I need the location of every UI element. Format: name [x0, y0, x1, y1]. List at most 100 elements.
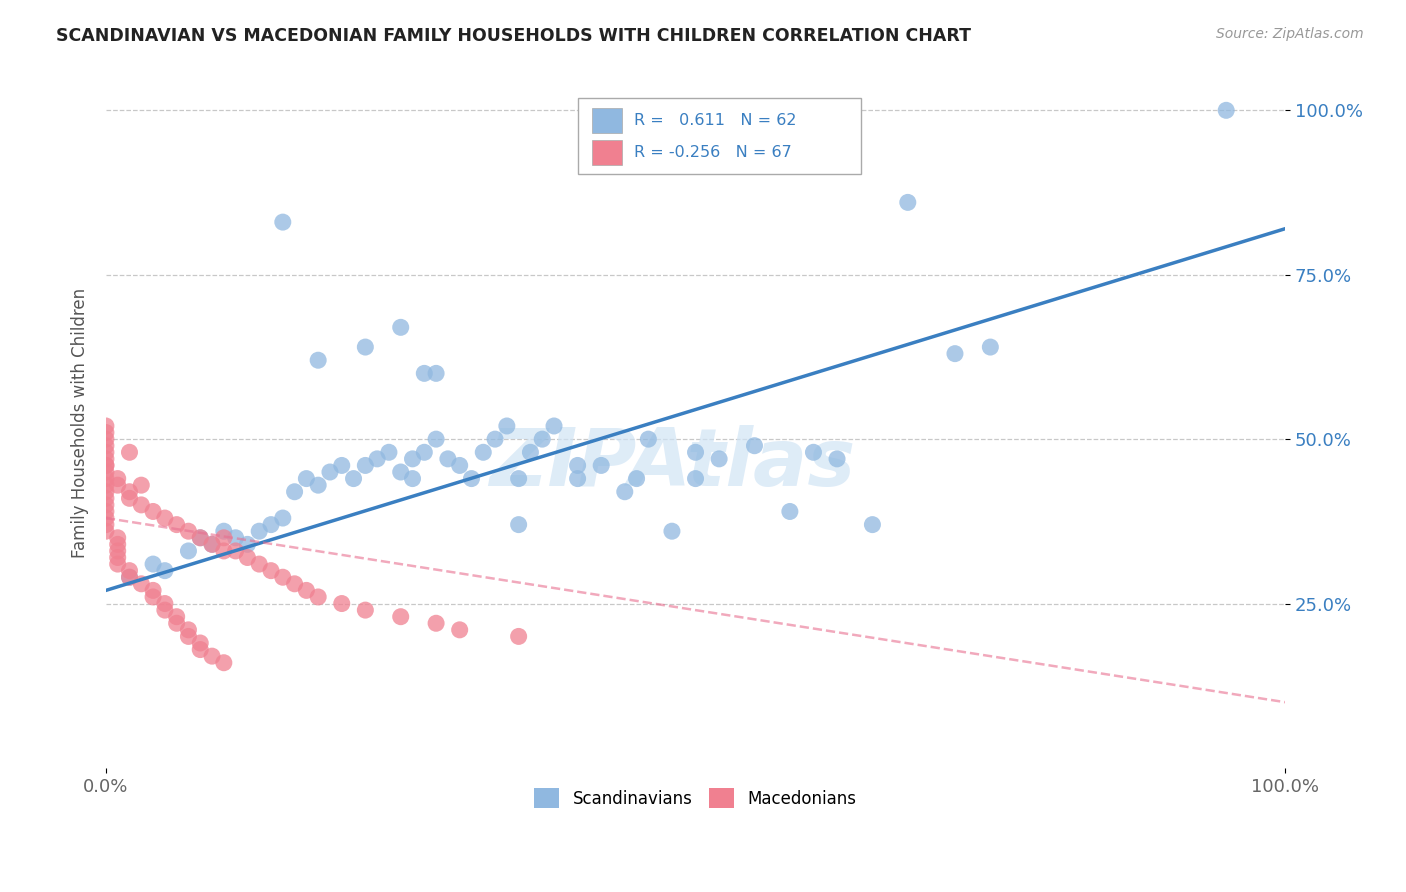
Point — [142, 504, 165, 518]
Text: R =   0.611   N = 62: R = 0.611 N = 62 — [634, 112, 797, 128]
Point — [94, 458, 117, 473]
Point — [94, 498, 117, 512]
Point — [212, 531, 235, 545]
Point — [779, 504, 801, 518]
Point — [188, 642, 211, 657]
Point — [979, 340, 1001, 354]
Point — [153, 564, 176, 578]
Point — [685, 472, 707, 486]
Point — [166, 616, 188, 631]
Point — [591, 458, 613, 473]
Point — [212, 524, 235, 539]
Point — [260, 517, 283, 532]
Point — [295, 472, 318, 486]
Point — [307, 590, 329, 604]
Point — [284, 576, 307, 591]
Text: R = -0.256   N = 67: R = -0.256 N = 67 — [634, 145, 792, 161]
Point — [366, 451, 388, 466]
Point — [803, 445, 825, 459]
Point — [94, 478, 117, 492]
Point — [472, 445, 495, 459]
Point — [460, 472, 482, 486]
Point — [225, 531, 247, 545]
Point — [107, 550, 129, 565]
Point — [271, 511, 294, 525]
Point — [319, 465, 342, 479]
Point — [508, 629, 530, 643]
Point — [94, 472, 117, 486]
Point — [142, 557, 165, 571]
Text: SCANDINAVIAN VS MACEDONIAN FAMILY HOUSEHOLDS WITH CHILDREN CORRELATION CHART: SCANDINAVIAN VS MACEDONIAN FAMILY HOUSEH… — [56, 27, 972, 45]
Point — [897, 195, 920, 210]
Y-axis label: Family Households with Children: Family Households with Children — [72, 287, 89, 558]
Point — [860, 517, 883, 532]
Point — [129, 478, 152, 492]
Point — [107, 531, 129, 545]
Point — [508, 517, 530, 532]
Point — [94, 445, 117, 459]
Point — [378, 445, 401, 459]
Point — [118, 570, 141, 584]
Point — [425, 432, 447, 446]
Point — [707, 451, 730, 466]
Point — [129, 498, 152, 512]
Point — [94, 484, 117, 499]
Point — [342, 472, 364, 486]
FancyBboxPatch shape — [578, 98, 860, 174]
Point — [94, 458, 117, 473]
Point — [531, 432, 554, 446]
Point — [307, 478, 329, 492]
Point — [354, 458, 377, 473]
Point — [201, 537, 224, 551]
Point — [508, 472, 530, 486]
Point — [613, 484, 636, 499]
Point — [166, 517, 188, 532]
Point — [94, 491, 117, 506]
Point — [943, 346, 966, 360]
Point — [153, 511, 176, 525]
Point — [118, 564, 141, 578]
Point — [1215, 103, 1237, 118]
Point — [153, 597, 176, 611]
FancyBboxPatch shape — [592, 140, 623, 165]
Point — [212, 544, 235, 558]
Point — [425, 616, 447, 631]
Point — [413, 367, 436, 381]
Point — [201, 537, 224, 551]
Point — [107, 537, 129, 551]
Point — [401, 472, 423, 486]
Point — [94, 425, 117, 440]
Point — [94, 524, 117, 539]
Point — [330, 597, 353, 611]
Point — [271, 215, 294, 229]
Point — [330, 458, 353, 473]
Point — [94, 432, 117, 446]
Point — [567, 472, 589, 486]
Legend: Scandinavians, Macedonians: Scandinavians, Macedonians — [527, 781, 863, 815]
Point — [307, 353, 329, 368]
Point — [153, 603, 176, 617]
Point — [236, 537, 259, 551]
Point — [94, 465, 117, 479]
Point — [177, 629, 200, 643]
Point — [825, 451, 848, 466]
Point — [744, 439, 766, 453]
Point — [389, 320, 412, 334]
Point — [437, 451, 460, 466]
Point — [142, 583, 165, 598]
Point — [188, 531, 211, 545]
Point — [413, 445, 436, 459]
Point — [107, 472, 129, 486]
Point — [449, 458, 471, 473]
Point — [142, 590, 165, 604]
Point — [177, 524, 200, 539]
Point — [94, 504, 117, 518]
Point — [129, 576, 152, 591]
Point — [484, 432, 506, 446]
Point — [107, 557, 129, 571]
Point — [177, 623, 200, 637]
Point — [247, 524, 270, 539]
Point — [271, 570, 294, 584]
Point — [661, 524, 683, 539]
Point — [495, 419, 517, 434]
